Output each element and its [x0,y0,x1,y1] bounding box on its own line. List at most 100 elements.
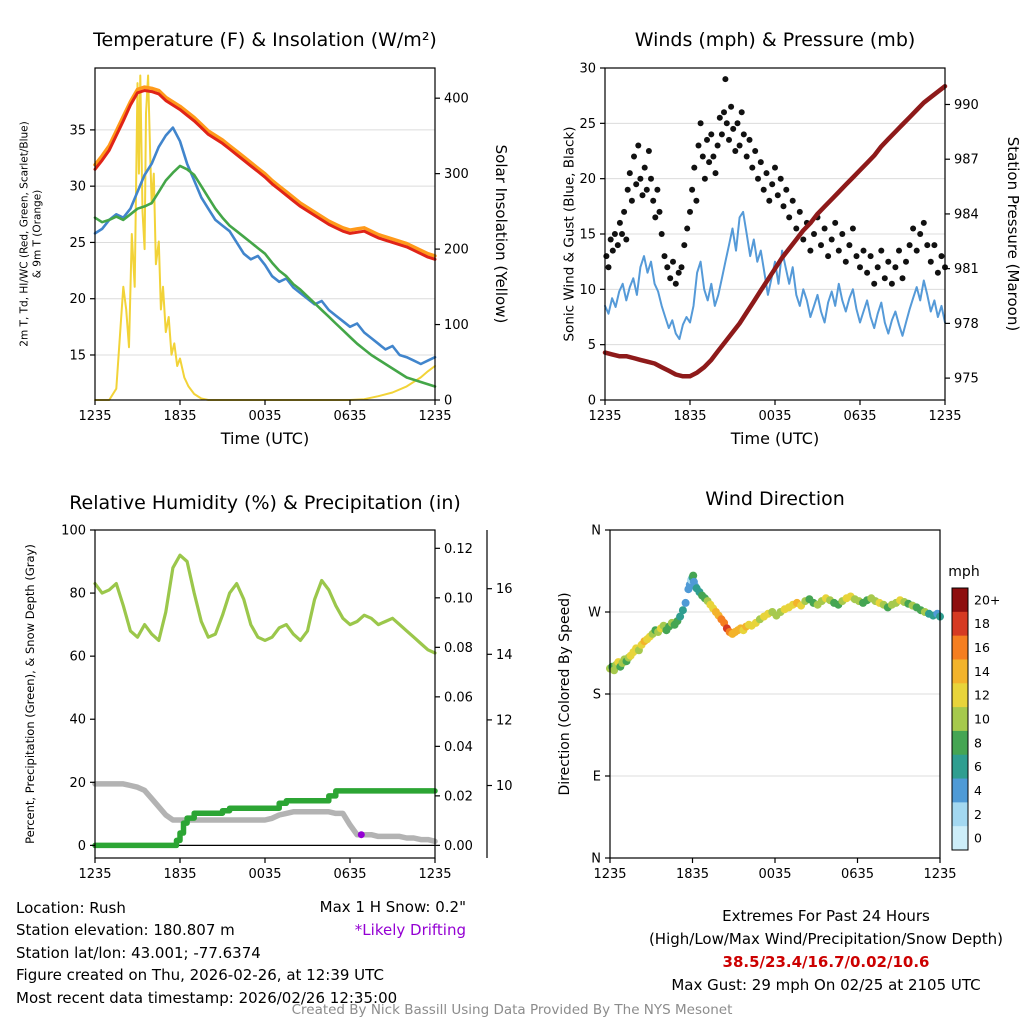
svg-text:18: 18 [974,616,990,631]
svg-text:0.02: 0.02 [444,789,473,804]
svg-text:0: 0 [588,394,596,409]
series-windchill-blue [93,126,437,366]
svg-text:0.12: 0.12 [444,542,473,557]
svg-text:60: 60 [69,650,86,665]
svg-text:2m T, Td, HI/WC (Red, Green, S: 2m T, Td, HI/WC (Red, Green, Scarlet/Blu… [18,121,43,346]
series-gust-black [603,76,948,287]
svg-text:8: 8 [974,735,982,750]
extremes-title: Extremes For Past 24 Hours [722,907,930,925]
svg-text:1235: 1235 [928,409,961,424]
svg-text:5: 5 [588,338,596,353]
svg-text:10: 10 [579,283,596,298]
svg-text:0035: 0035 [248,409,281,424]
extremes-values: 38.5/23.4/16.7/0.02/10.6 [722,953,930,971]
svg-text:0.08: 0.08 [444,641,473,656]
svg-text:0.00: 0.00 [444,839,473,854]
svg-text:Solar Insolation (Yellow): Solar Insolation (Yellow) [492,145,510,324]
station-latlon: Station lat/lon: 43.001; -77.6374 [16,943,261,962]
svg-text:mph: mph [948,564,979,580]
svg-text:Direction (Colored By Speed): Direction (Colored By Speed) [557,592,573,795]
series-pressure-maroon [602,83,948,379]
series-temp-9m-orange [93,85,437,258]
credit-footer: Created By Nick Bassill Using Data Provi… [291,1002,733,1018]
svg-text:200: 200 [444,243,469,258]
svg-text:100: 100 [444,318,469,333]
svg-text:12: 12 [974,688,990,703]
series-temp-2m-red [93,89,437,261]
humidity-precipitation-chart: 1235 1835 0035 0635 1235 0 20 40 60 80 100 Percent,… [23,492,512,882]
svg-text:35: 35 [69,123,86,138]
max-gust-note: Max Gust: 29 mph On 02/25 at 2105 UTC [671,976,981,994]
svg-text:0035: 0035 [758,409,791,424]
wind-pressure-chart: 1235 1835 0035 0635 1235 Time (UTC) 0 5 10 15 20 25… [562,29,1022,448]
svg-text:E: E [593,770,601,785]
svg-text:0035: 0035 [248,867,281,882]
svg-text:1835: 1835 [163,867,196,882]
svg-text:0.04: 0.04 [444,740,473,755]
svg-text:Sonic Wind & Gust (Blue, Black: Sonic Wind & Gust (Blue, Black) [562,126,578,341]
series-drifting-marker [357,831,365,839]
series-wind-direction-points [606,571,944,675]
svg-text:984: 984 [954,207,979,222]
svg-text:1235: 1235 [593,867,626,882]
temperature-insolation-chart: 1235 1835 0035 0635 1235 Time (UTC) 15 20 25 30 35… [18,29,510,448]
svg-text:30: 30 [579,62,596,77]
svg-text:300: 300 [444,167,469,182]
svg-text:0635: 0635 [841,867,874,882]
svg-text:6: 6 [974,759,982,774]
svg-text:1235: 1235 [923,867,956,882]
svg-text:0635: 0635 [333,409,366,424]
svg-text:Relative Humidity (%) & Precip: Relative Humidity (%) & Precipitation (i… [69,492,461,514]
series-rh-green [93,553,437,655]
series-snow-depth-gray [92,781,438,845]
svg-text:1235: 1235 [418,867,451,882]
svg-text:975: 975 [954,372,979,387]
svg-text:0.10: 0.10 [444,591,473,606]
svg-text:10: 10 [974,712,990,727]
svg-text:0: 0 [444,394,452,409]
data-timestamp: Most recent data timestamp: 2026/02/26 1… [16,988,398,1007]
svg-text:15: 15 [579,228,596,243]
svg-text:Wind Direction: Wind Direction [705,488,845,510]
svg-text:N: N [591,524,601,539]
max-snow-note: Max 1 H Snow: 0.2" [319,898,466,916]
station-location: Location: Rush [16,899,126,917]
station-info: Location: Rush Station elevation: 180.80… [16,897,397,1009]
svg-text:Time (UTC): Time (UTC) [220,429,309,448]
svg-text:400: 400 [444,92,469,107]
svg-text:990: 990 [954,98,979,113]
extremes-block: Extremes For Past 24 Hours (High/Low/Max… [630,905,1022,997]
series-dewpoint-green [93,164,437,388]
series-precip-accum-green [92,788,438,849]
svg-text:20: 20 [69,776,86,791]
svg-text:16: 16 [496,582,512,597]
svg-text:30: 30 [69,180,86,195]
svg-text:1835: 1835 [676,867,709,882]
svg-text:10: 10 [496,779,512,794]
svg-text:1235: 1235 [418,409,451,424]
svg-text:Station Pressure (Maroon): Station Pressure (Maroon) [1004,137,1022,331]
svg-text:N: N [591,852,601,867]
svg-text:100: 100 [61,524,86,539]
svg-text:987: 987 [954,153,979,168]
svg-text:12: 12 [496,713,512,728]
svg-text:W: W [588,606,601,621]
svg-text:1235: 1235 [78,409,111,424]
svg-text:981: 981 [954,262,979,277]
svg-text:0035: 0035 [758,867,791,882]
snow-notes: Max 1 H Snow: 0.2" *Likely Drifting [254,896,466,942]
svg-text:1835: 1835 [673,409,706,424]
svg-text:80: 80 [69,587,86,602]
svg-text:0635: 0635 [333,867,366,882]
figure-created: Figure created on Thu, 2026-02-26, at 12… [16,966,384,985]
svg-text:Time (UTC): Time (UTC) [730,429,819,448]
svg-text:Temperature (F) & Insolation (: Temperature (F) & Insolation (W/m²) [92,29,437,51]
svg-text:15: 15 [69,348,86,363]
svg-text:Winds (mph) & Pressure (mb): Winds (mph) & Pressure (mb) [635,29,916,51]
svg-text:978: 978 [954,317,979,332]
svg-text:20+: 20+ [974,592,1000,607]
svg-text:14: 14 [974,664,990,679]
svg-text:0: 0 [78,839,86,854]
